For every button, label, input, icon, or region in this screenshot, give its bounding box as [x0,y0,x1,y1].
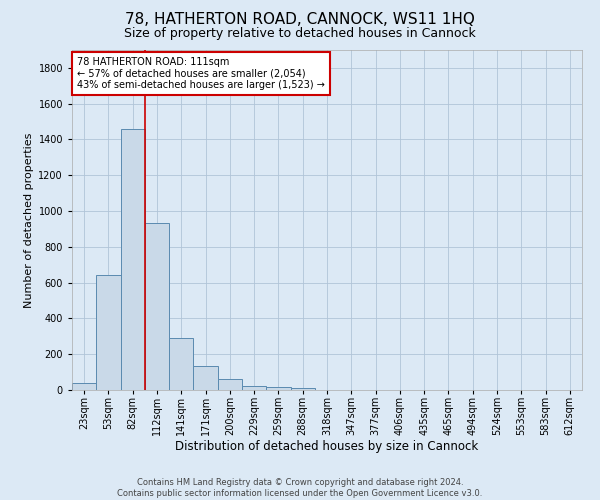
Bar [242,386,266,390]
Bar [169,338,193,390]
Text: Contains HM Land Registry data © Crown copyright and database right 2024.
Contai: Contains HM Land Registry data © Crown c… [118,478,482,498]
Bar [290,388,315,390]
Bar [218,380,242,390]
Y-axis label: Number of detached properties: Number of detached properties [24,132,34,308]
Text: 78, HATHERTON ROAD, CANNOCK, WS11 1HQ: 78, HATHERTON ROAD, CANNOCK, WS11 1HQ [125,12,475,28]
Bar [72,383,96,390]
X-axis label: Distribution of detached houses by size in Cannock: Distribution of detached houses by size … [175,440,479,454]
Bar [266,388,290,390]
Bar [121,128,145,390]
Text: 78 HATHERTON ROAD: 111sqm
← 57% of detached houses are smaller (2,054)
43% of se: 78 HATHERTON ROAD: 111sqm ← 57% of detac… [77,57,325,90]
Bar [145,222,169,390]
Text: Size of property relative to detached houses in Cannock: Size of property relative to detached ho… [124,28,476,40]
Bar [96,274,121,390]
Bar [193,366,218,390]
